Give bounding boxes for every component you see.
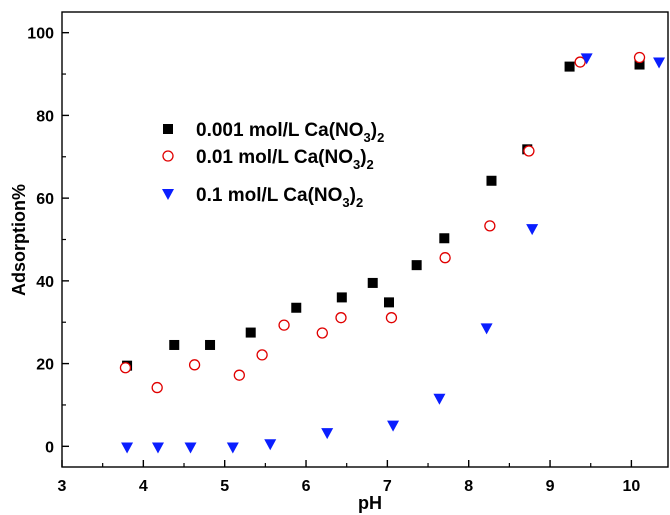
legend-label: 0.001 mol/L Ca(NO3)2 (196, 120, 384, 145)
y-tick-label: 100 (27, 26, 54, 43)
x-tick-label: 3 (58, 478, 67, 495)
data-point (439, 233, 450, 244)
x-tick-label: 4 (139, 478, 148, 495)
x-tick-label: 6 (302, 478, 311, 495)
data-point (480, 323, 493, 335)
data-point (291, 302, 302, 313)
data-point (151, 381, 163, 394)
x-tick-label: 7 (383, 478, 392, 495)
y-axis-title: Adsorption% (9, 184, 29, 296)
y-tick-label: 80 (36, 108, 54, 125)
y-tick-label: 60 (36, 191, 54, 208)
data-point (439, 252, 451, 264)
data-point (151, 442, 164, 454)
data-point (169, 339, 180, 350)
data-point (264, 439, 277, 451)
legend-label: 0.01 mol/L Ca(NO3)2 (196, 147, 374, 172)
data-point (634, 59, 645, 70)
data-point (387, 420, 400, 432)
x-tick-label: 10 (622, 478, 640, 495)
data-point (226, 442, 239, 454)
data-point (484, 220, 496, 232)
data-point (433, 393, 446, 405)
data-point (335, 312, 347, 324)
x-tick-label: 9 (546, 478, 555, 495)
legend-marker (163, 124, 173, 134)
data-point (580, 53, 593, 65)
plot-area (61, 11, 669, 468)
x-axis: 3 4 5 6 7 8 9 10 (58, 460, 640, 495)
x-tick-label: 5 (220, 478, 229, 495)
plot-frame (61, 11, 669, 468)
data-point (523, 145, 535, 157)
data-point (383, 297, 394, 308)
y-tick-label: 20 (36, 357, 54, 374)
data-point (184, 442, 197, 454)
data-point (411, 260, 422, 271)
series-1 (122, 59, 645, 371)
data-point (256, 349, 268, 361)
legend-label: 0.1 mol/L Ca(NO3)2 (196, 185, 363, 210)
data-point (526, 224, 539, 236)
data-point (316, 327, 328, 339)
data-point (121, 442, 134, 454)
x-tick-label: 8 (464, 478, 473, 495)
series-3 (121, 53, 666, 454)
data-point (278, 319, 290, 331)
series-2 (119, 51, 646, 394)
data-point (633, 51, 646, 64)
data-point (233, 369, 245, 381)
x-axis-title: pH (358, 493, 382, 513)
data-point (188, 359, 201, 371)
data-point (574, 56, 586, 68)
data-point (653, 57, 666, 69)
data-point (367, 277, 378, 288)
data-point (564, 61, 575, 72)
data-point (486, 175, 497, 186)
y-axis: 0 20 40 60 80 100 (27, 26, 69, 456)
data-point (336, 292, 347, 303)
data-point (245, 327, 256, 338)
legend-marker (162, 189, 174, 200)
y-tick-label: 40 (36, 274, 54, 291)
data-point (205, 339, 216, 350)
data-point (321, 428, 334, 440)
data-markers (119, 51, 666, 454)
data-point (119, 362, 132, 374)
legend-marker (162, 150, 174, 162)
data-point (385, 312, 398, 324)
legend: 0.001 mol/L Ca(NO3)20.01 mol/L Ca(NO3)2 0… (162, 120, 384, 210)
y-tick-label: 0 (45, 439, 54, 456)
